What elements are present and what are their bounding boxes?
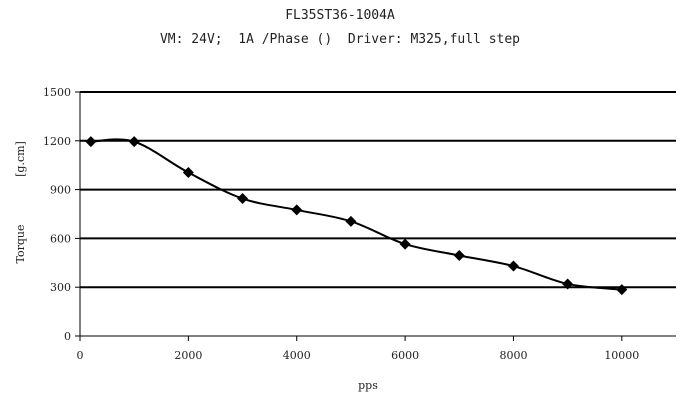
y-axis-label: Torque [14,225,27,264]
x-tick-label-6000: 6000 [391,349,419,362]
data-point-2000 [182,167,194,179]
axes [75,91,676,341]
data-point-9000 [562,278,574,290]
x-tick-label-10000: 10000 [604,349,639,362]
data-point-8000 [507,260,519,272]
data-point-7000 [453,249,465,261]
data-point-1000 [128,136,140,148]
x-tick-label-2000: 2000 [174,349,202,362]
data-point-3000 [237,193,249,205]
x-tick-label-0: 0 [77,349,84,362]
data-point-4000 [291,204,303,216]
series-line-0 [90,138,622,291]
y-tick-label-900: 900 [50,184,71,197]
tick-labels: 0 300 600 900 1200 1500 0 2000 4000 6000 8000 10000 [43,86,639,362]
data-point-5000 [345,215,357,227]
data-point-10000 [616,284,628,296]
data-point-6000 [399,238,411,250]
y-tick-label-1500: 1500 [43,86,71,99]
y-tick-label-0: 0 [64,330,71,343]
data-point-200 [85,136,97,148]
y-axis-unit-label: [g.cm] [14,141,27,177]
series-group [85,136,628,296]
x-tick-label-4000: 4000 [283,349,311,362]
grid-lines [80,91,676,289]
x-axis-label: pps [358,379,378,392]
x-tick-label-8000: 8000 [499,349,527,362]
y-tick-label-600: 600 [50,232,71,245]
chart-title-block: FL35ST36-1004A VM: 24V; 1A /Phase () Dri… [0,6,680,50]
chart-subtitle: VM: 24V; 1A /Phase () Driver: M325,full … [159,32,521,47]
y-tick-label-300: 300 [50,281,71,294]
chart-title: FL35ST36-1004A [285,8,395,23]
y-tick-label-1200: 1200 [43,135,71,148]
